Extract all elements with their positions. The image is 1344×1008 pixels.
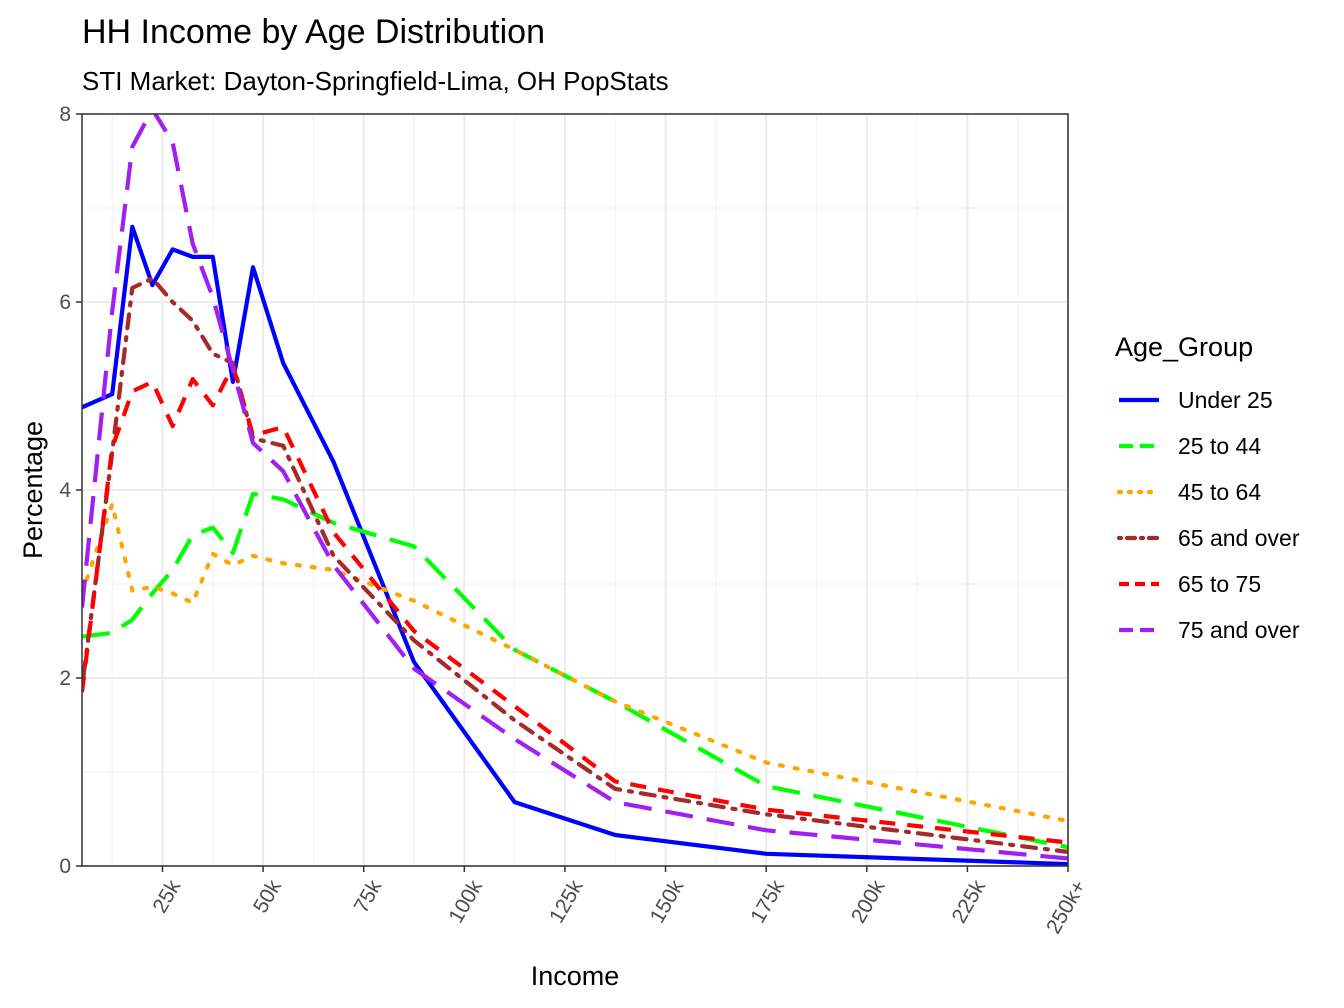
axes: 0 2 4 6 8 25k 50k 75k 100k 125k 150k 175k 200k 225k 25… [59, 103, 1090, 938]
grid [82, 113, 1069, 867]
legend-label: 65 to 75 [1178, 571, 1261, 597]
series-line-75-and-over [82, 114, 1068, 861]
chart-title: HH Income by Age Distribution [82, 13, 545, 51]
x-tick-label: 250k+ [1042, 876, 1091, 938]
x-tick-label: 25k [148, 876, 185, 917]
x-tick-label: 50k [249, 876, 286, 917]
x-axis-title: Income [531, 961, 620, 991]
legend-label: 65 and over [1178, 525, 1300, 551]
y-tick-label: 8 [59, 103, 71, 126]
series-line-25-to-44 [82, 491, 1068, 850]
series-line-45-to-64 [82, 502, 1068, 823]
y-tick-label: 4 [59, 479, 71, 502]
chart-subtitle: STI Market: Dayton-Springfield-Lima, OH … [82, 66, 669, 96]
legend: Age_Group Under 25 25 to 44 45 to 64 65 and… [1115, 332, 1300, 643]
y-tick-label: 0 [59, 855, 71, 878]
y-tick-label: 6 [59, 291, 71, 314]
series-lines [82, 114, 1068, 866]
x-tick-label: 200k [847, 876, 890, 927]
legend-items: Under 25 25 to 44 45 to 64 65 and over 65 to… [1116, 387, 1300, 643]
legend-label: Under 25 [1178, 387, 1273, 413]
x-tick-label: 225k [948, 876, 991, 927]
legend-label: 25 to 44 [1178, 433, 1261, 459]
x-tick-label: 100k [444, 876, 487, 927]
x-tick-label: 175k [746, 876, 789, 927]
y-tick-label: 2 [59, 667, 71, 690]
y-axis-title: Percentage [18, 421, 48, 559]
series-line-under-25 [82, 224, 1068, 866]
series-line-65-to-75 [82, 363, 1068, 845]
x-tick-label: 75k [350, 876, 387, 917]
legend-title: Age_Group [1115, 332, 1253, 362]
x-tick-label: 125k [545, 876, 588, 927]
legend-label: 45 to 64 [1178, 479, 1261, 505]
legend-label: 75 and over [1178, 617, 1300, 643]
x-tick-label: 150k [646, 876, 689, 927]
